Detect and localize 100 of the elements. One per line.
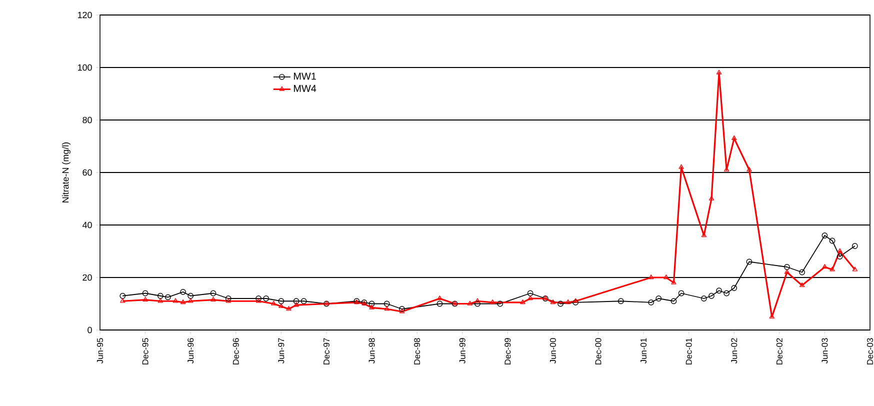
point [520, 300, 526, 304]
point [829, 238, 836, 244]
point [822, 232, 828, 238]
point [256, 298, 262, 303]
legend-label: MW4 [294, 85, 316, 92]
point [286, 306, 292, 311]
x-tick-label: Jun-97 [278, 338, 284, 364]
point [369, 304, 374, 310]
point [437, 296, 442, 300]
point [158, 298, 163, 303]
y-tick-label: 80 [82, 116, 92, 124]
point [368, 300, 375, 307]
point [188, 292, 194, 299]
y-tick-label: 100 [78, 64, 92, 71]
point [474, 300, 480, 307]
point [724, 290, 730, 296]
x-tick-label: Dec-98 [414, 338, 420, 364]
x-tick-label: Jun-96 [188, 338, 194, 364]
point [746, 258, 752, 265]
point [708, 196, 714, 200]
point [700, 296, 707, 302]
point [550, 300, 556, 304]
point [784, 269, 790, 274]
point [226, 298, 231, 303]
point [565, 300, 571, 304]
point [670, 298, 677, 304]
point [799, 269, 806, 276]
point [716, 288, 722, 294]
point [678, 290, 684, 296]
point [271, 300, 276, 306]
point [180, 289, 186, 295]
point [618, 298, 624, 304]
point [671, 280, 676, 284]
point [490, 300, 496, 304]
point [731, 285, 738, 291]
y-axis-title: Nitrate-N (mg/l) [62, 142, 70, 202]
point [664, 274, 669, 280]
point [293, 298, 300, 304]
point [180, 300, 186, 304]
point [436, 300, 443, 307]
point [656, 296, 662, 302]
point [799, 282, 805, 288]
point [399, 306, 405, 312]
point [142, 290, 148, 296]
x-tick-label: Dec-99 [504, 338, 511, 364]
point [716, 70, 722, 74]
point [648, 274, 654, 280]
point [708, 292, 714, 299]
point [399, 308, 405, 314]
x-tick-label: Jun-01 [640, 338, 647, 364]
point [157, 292, 164, 299]
point [467, 300, 472, 306]
point [165, 294, 171, 300]
point [188, 298, 194, 303]
point [678, 164, 684, 169]
point [294, 302, 299, 307]
legend-label: MW1 [294, 72, 316, 80]
point [142, 296, 148, 302]
point [836, 254, 843, 260]
point [822, 264, 828, 269]
x-tick-label: Jun-99 [459, 338, 466, 364]
point [572, 300, 579, 306]
point [648, 300, 654, 306]
point [225, 296, 232, 302]
point [278, 298, 284, 304]
point [784, 264, 790, 270]
point [497, 300, 504, 307]
x-tick-label: Dec-03 [867, 338, 874, 364]
point [573, 298, 578, 303]
point [263, 296, 270, 302]
point [732, 135, 737, 140]
point [558, 300, 564, 307]
point [210, 290, 216, 296]
y-tick-label: 0 [88, 326, 92, 334]
point [837, 248, 842, 253]
point [172, 298, 178, 303]
x-tick-label: Jun-00 [550, 338, 556, 364]
point [746, 166, 752, 172]
x-tick-label: Jun-03 [822, 338, 828, 364]
point [278, 303, 284, 308]
x-tick-label: Jun-98 [368, 338, 375, 364]
point [210, 296, 216, 302]
point [256, 296, 262, 302]
y-tick-label: 20 [82, 274, 92, 281]
point [384, 300, 390, 307]
x-tick-label: Dec-97 [323, 338, 330, 364]
x-tick-label: Dec-00 [595, 338, 602, 364]
y-tick-label: 120 [78, 12, 92, 18]
point [300, 298, 307, 304]
x-tick-label: Dec-95 [142, 338, 148, 364]
point [527, 290, 534, 296]
y-tick-label: 60 [82, 169, 92, 176]
y-tick-label: 40 [82, 222, 92, 228]
point [474, 298, 480, 303]
x-tick-label: Dec-02 [776, 338, 782, 364]
x-tick-label: Dec-01 [686, 338, 692, 364]
x-tick-label: Dec-96 [232, 338, 239, 364]
point [830, 266, 835, 272]
point [528, 296, 533, 300]
x-tick-label: Jun-95 [97, 338, 103, 364]
